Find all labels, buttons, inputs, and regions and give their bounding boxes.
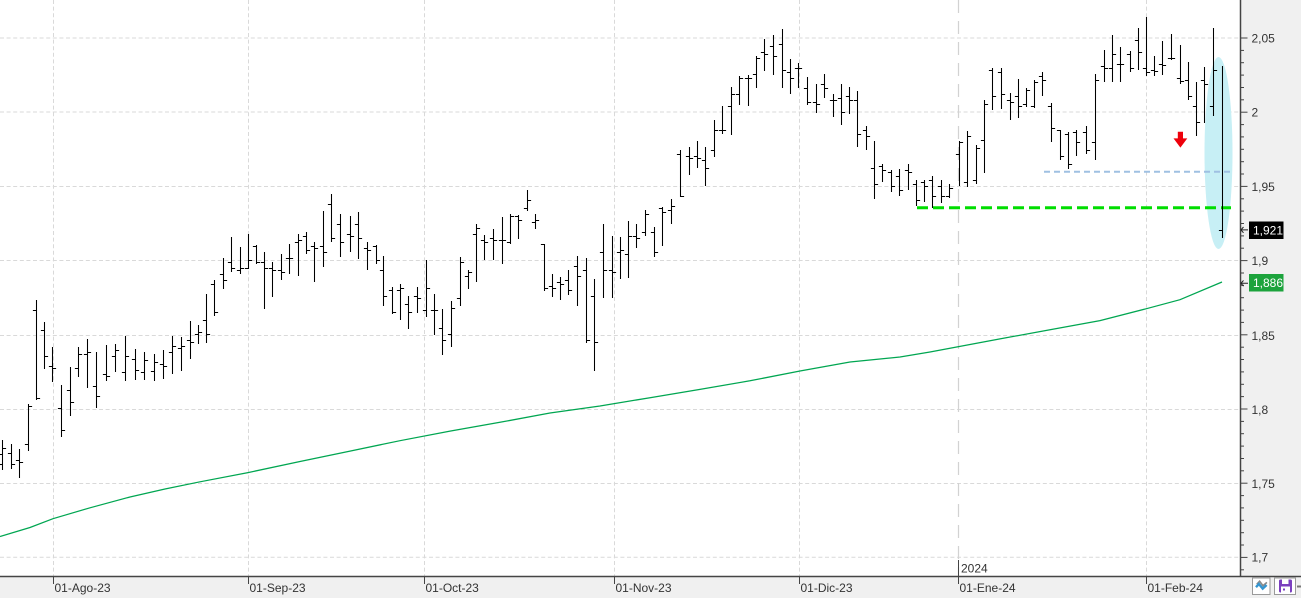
svg-text:01-Nov-23: 01-Nov-23 <box>616 581 672 595</box>
svg-text:2024: 2024 <box>961 562 988 576</box>
svg-text:01-Sep-23: 01-Sep-23 <box>250 581 306 595</box>
svg-text:01-Ago-23: 01-Ago-23 <box>55 581 111 595</box>
svg-text:01-Dic-23: 01-Dic-23 <box>801 581 853 595</box>
svg-text:1,886: 1,886 <box>1253 276 1283 290</box>
svg-text:1,85: 1,85 <box>1252 329 1276 343</box>
svg-text:1,921: 1,921 <box>1253 224 1283 238</box>
svg-text:01-Feb-24: 01-Feb-24 <box>1148 581 1204 595</box>
svg-text:01-Ene-24: 01-Ene-24 <box>960 581 1016 595</box>
svg-text:2,05: 2,05 <box>1252 31 1276 45</box>
svg-text:1,95: 1,95 <box>1252 180 1276 194</box>
svg-text:1,8: 1,8 <box>1252 403 1269 417</box>
svg-text:1,9: 1,9 <box>1252 254 1269 268</box>
svg-text:1,7: 1,7 <box>1252 551 1269 565</box>
svg-text:01-Oct-23: 01-Oct-23 <box>426 581 480 595</box>
svg-text:1,75: 1,75 <box>1252 477 1276 491</box>
svg-text:2: 2 <box>1252 105 1259 119</box>
